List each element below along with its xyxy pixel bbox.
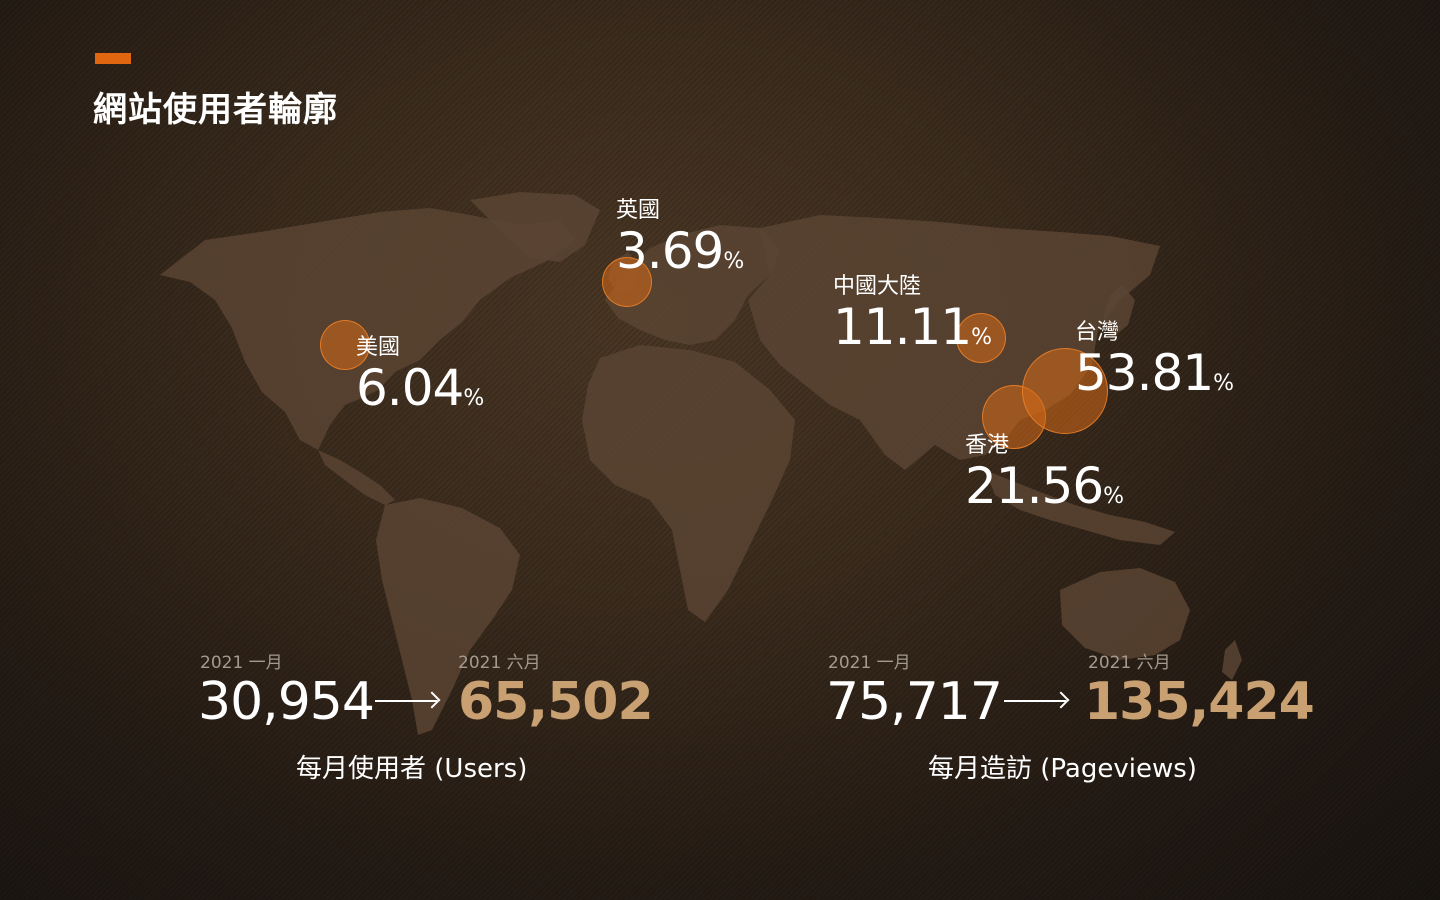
china-bubble xyxy=(956,313,1006,363)
japan-landmass xyxy=(1102,285,1135,338)
pageviews-label: 每月造訪 (Pageviews) xyxy=(928,754,1197,784)
africa-landmass xyxy=(582,345,795,622)
country-percentage: 21.56% xyxy=(965,457,1125,515)
new-zealand-landmass xyxy=(1222,640,1242,680)
pageviews-to-date: 2021 六月 xyxy=(1088,653,1171,673)
asia-landmass xyxy=(748,215,1160,470)
southeast-asia-landmass xyxy=(985,470,1175,545)
pageviews-arrow-icon xyxy=(1004,700,1066,702)
country-name: 美國 xyxy=(356,335,401,360)
country-name: 英國 xyxy=(616,198,661,223)
australia-landmass xyxy=(1060,568,1190,660)
users-from-value: 30,954 xyxy=(198,672,375,732)
north-america-landmass xyxy=(160,208,575,450)
central-america-landmass xyxy=(318,450,395,505)
usa-bubble xyxy=(320,320,370,370)
country-usa: 美國 6.04% xyxy=(356,335,484,426)
country-uk: 英國 3.69% xyxy=(616,198,744,289)
country-china: 中國大陸 11.11% xyxy=(833,274,992,365)
page-title: 網站使用者輪廓 xyxy=(93,90,338,130)
country-name: 台灣 xyxy=(1075,320,1120,345)
country-percentage: 53.81% xyxy=(1075,344,1235,402)
europe-landmass xyxy=(605,225,780,345)
south-america-landmass xyxy=(376,498,520,735)
pageviews-from-value: 75,717 xyxy=(826,672,1003,732)
country-percentage: 11.11% xyxy=(833,298,993,356)
users-from-date: 2021 一月 xyxy=(200,653,283,673)
taiwan-bubble xyxy=(1022,348,1108,434)
country-name: 中國大陸 xyxy=(833,274,922,299)
country-percentage: 3.69% xyxy=(616,222,745,280)
pageviews-to-value: 135,424 xyxy=(1084,672,1315,732)
country-hongkong: 香港 21.56% xyxy=(965,433,1124,524)
users-arrow-icon xyxy=(375,700,437,702)
country-taiwan: 台灣 53.81% xyxy=(1075,320,1234,411)
users-to-date: 2021 六月 xyxy=(458,653,541,673)
pageviews-from-date: 2021 一月 xyxy=(828,653,911,673)
country-name: 香港 xyxy=(965,433,1010,458)
uk-bubble xyxy=(602,257,652,307)
greenland-landmass xyxy=(470,192,600,262)
users-to-value: 65,502 xyxy=(458,672,654,732)
country-percentage: 6.04% xyxy=(356,359,485,417)
users-label: 每月使用者 (Users) xyxy=(296,754,528,784)
title-accent-bar xyxy=(95,53,131,64)
